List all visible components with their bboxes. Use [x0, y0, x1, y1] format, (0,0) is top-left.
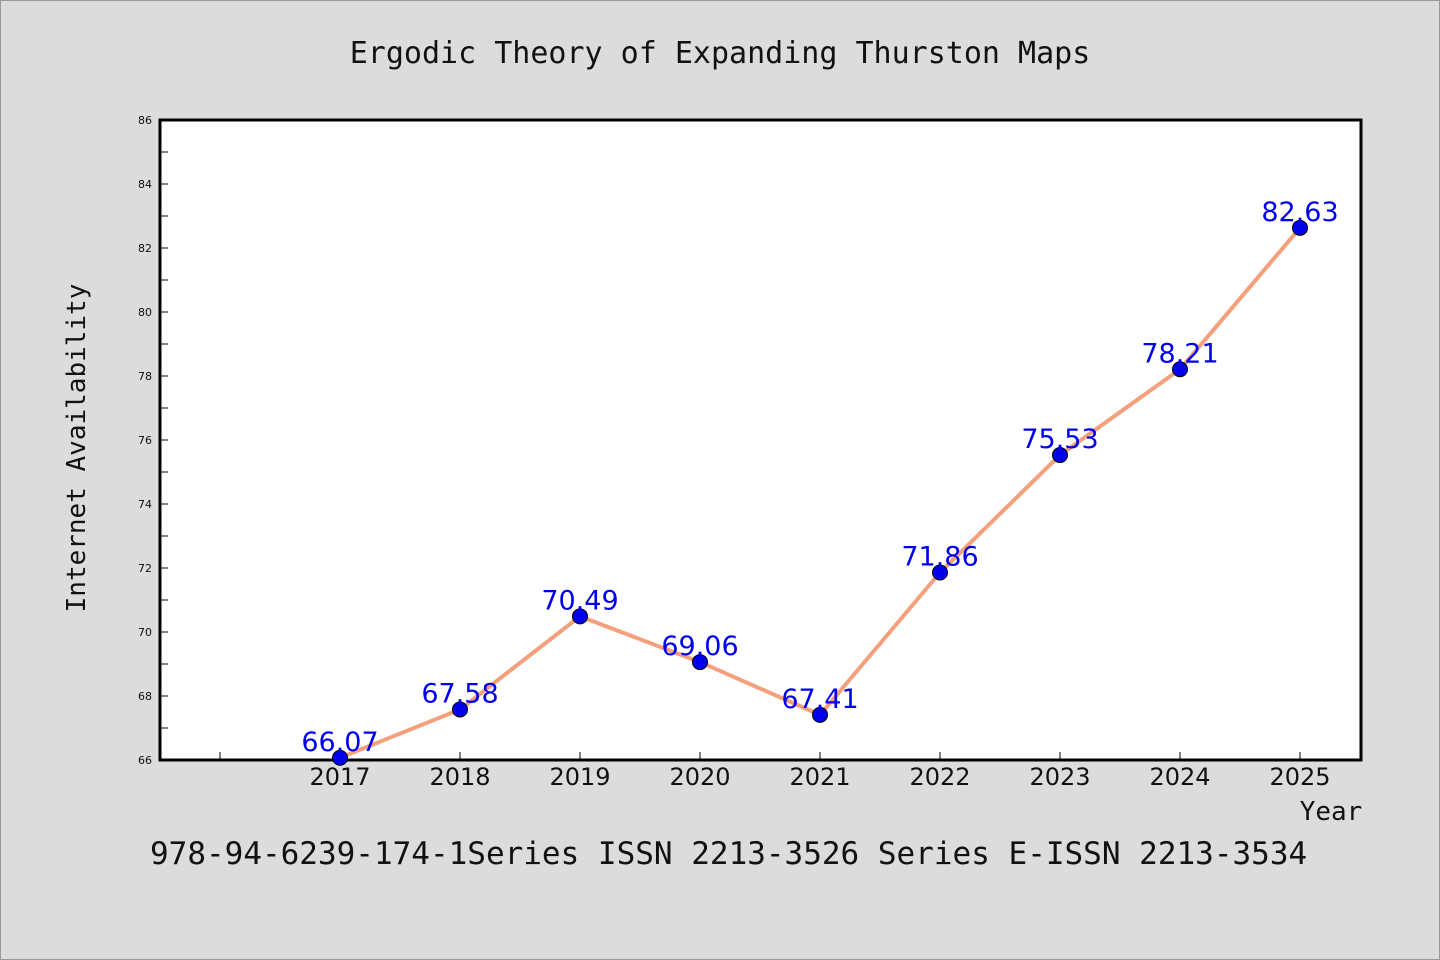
x-tick-label: 2018 [429, 763, 490, 791]
data-label: 70.49 [541, 585, 618, 616]
data-point-marker [932, 564, 948, 581]
y-axis-title: Internet Availability [62, 284, 92, 613]
data-point-marker [1052, 447, 1068, 464]
data-point-marker [1292, 219, 1308, 236]
x-tick-label: 2023 [1029, 763, 1090, 791]
data-point-marker [572, 608, 588, 625]
data-label: 69.06 [661, 631, 738, 662]
data-label: 67.58 [421, 678, 498, 709]
x-tick-label: 2017 [309, 763, 370, 791]
data-label: 66.07 [301, 727, 378, 758]
y-axis-tick-labels: 66 68 70 72 74 76 78 80 82 84 86 [138, 114, 152, 767]
data-point-marker [452, 701, 468, 718]
x-tick-label: 2022 [909, 763, 970, 791]
chart-title: Ergodic Theory of Expanding Thurston Map… [350, 36, 1091, 71]
y-tick-label: 74 [138, 498, 152, 511]
y-tick-label: 80 [138, 306, 152, 319]
y-tick-label: 86 [138, 114, 152, 127]
axis-ticks [160, 119, 1301, 761]
data-point-marker [692, 654, 708, 671]
x-tick-label: 2021 [789, 763, 850, 791]
data-labels: 66.07 67.58 70.49 69.06 67.41 71.86 75.53 78.21… [301, 197, 1338, 758]
data-label: 78.21 [1141, 338, 1218, 369]
x-tick-label: 2019 [549, 763, 610, 791]
x-axis-tick-labels: 2017 2018 2019 2020 2021 2022 2023 2024 2025 [309, 763, 1330, 791]
data-point-marker [1172, 361, 1188, 378]
data-label: 67.41 [781, 684, 858, 715]
y-tick-label: 82 [138, 242, 152, 255]
y-tick-label: 72 [138, 562, 152, 575]
data-point-marker [332, 749, 348, 766]
x-tick-label: 2025 [1269, 763, 1330, 791]
data-label: 82.63 [1261, 197, 1338, 228]
data-label: 75.53 [1021, 424, 1098, 455]
series-markers [332, 219, 1308, 766]
x-tick-label: 2024 [1149, 763, 1210, 791]
data-point-marker [812, 706, 828, 723]
y-tick-label: 76 [138, 434, 152, 447]
y-tick-label: 70 [138, 626, 152, 639]
footer-isbn-issn-text: 978-94-6239-174-1Series ISSN 2213-3526 S… [150, 836, 1307, 872]
data-label: 71.86 [901, 541, 978, 572]
y-tick-label: 68 [138, 690, 152, 703]
y-tick-label: 66 [138, 754, 152, 767]
x-axis-title: Year [1300, 797, 1363, 827]
y-tick-label: 84 [138, 178, 152, 191]
plot-area [158, 118, 1363, 762]
x-tick-label: 2020 [669, 763, 730, 791]
y-tick-label: 78 [138, 370, 152, 383]
